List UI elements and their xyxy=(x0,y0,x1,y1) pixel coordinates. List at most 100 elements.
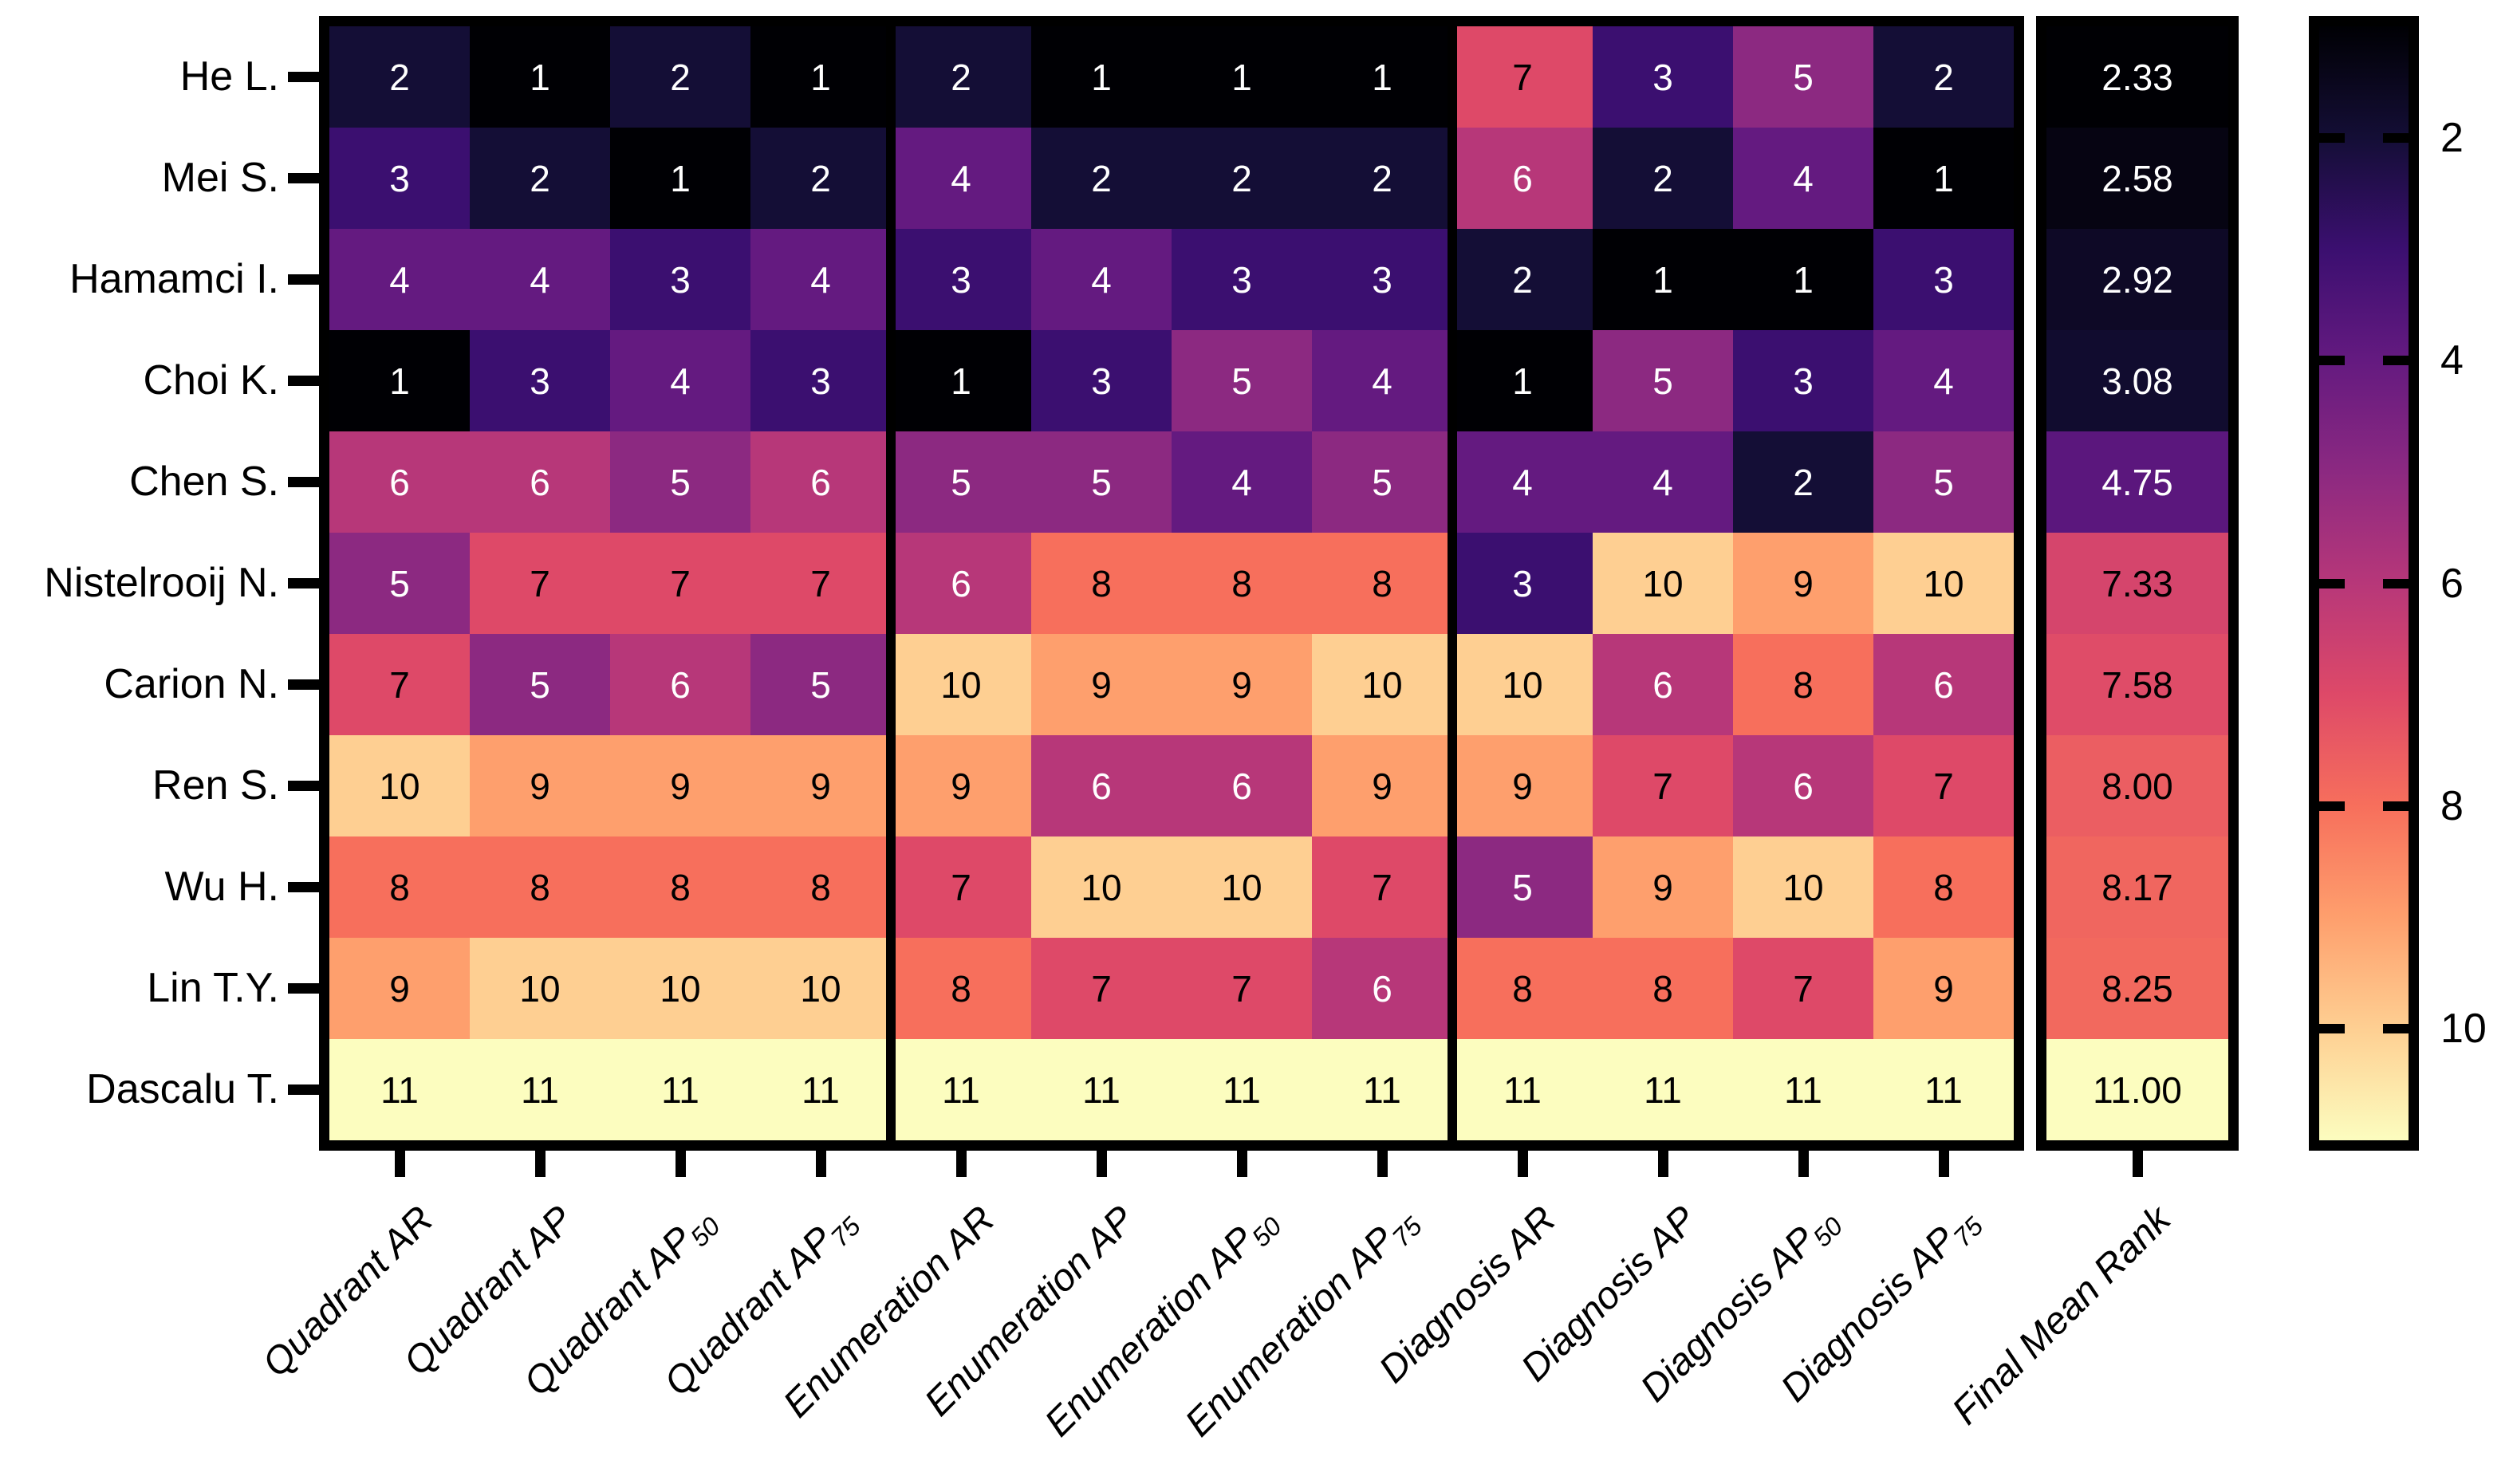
heatmap-cell: 2 xyxy=(1873,26,2014,128)
final-mean-rank-panel: 2.33 2.58 2.92 3.08 4.75 7.33 7.58 8.00 8.17 8.25… xyxy=(2036,16,2239,1151)
colorbar-tick-label: 2 xyxy=(2440,114,2464,161)
heatmap-cell: 8 xyxy=(1031,533,1172,634)
heatmap-cell: 5 xyxy=(1452,836,1593,938)
row-label: Wu H. xyxy=(164,864,279,910)
heatmap-cell: 5 xyxy=(891,431,1031,533)
heatmap-cell: 4 xyxy=(1172,431,1312,533)
x-axis-tick xyxy=(1798,1151,1809,1177)
heatmap-cell: 8 xyxy=(1593,938,1733,1039)
heatmap-cell: 2 xyxy=(1031,128,1172,229)
final-mean-rank-cell: 8.17 xyxy=(2046,836,2228,938)
heatmap-cell: 10 xyxy=(1452,634,1593,735)
heatmap-cell: 3 xyxy=(470,330,610,431)
heatmap-cell: 8 xyxy=(750,836,891,938)
row-label: Hamamci I. xyxy=(69,256,279,302)
heatmap-cell: 11 xyxy=(891,1039,1031,1140)
row-label: Dascalu T. xyxy=(86,1066,279,1112)
row-label: Lin T.Y. xyxy=(147,965,279,1011)
heatmap-cell: 7 xyxy=(1873,735,2014,836)
heatmap-cell: 10 xyxy=(1312,634,1452,735)
final-mean-rank-grid: 2.33 2.58 2.92 3.08 4.75 7.33 7.58 8.00 8.17 8.25… xyxy=(2046,26,2228,1140)
y-axis-tick xyxy=(288,274,319,285)
heatmap-cell: 8 xyxy=(1312,533,1452,634)
y-axis-tick xyxy=(288,172,319,183)
heatmap-cell: 6 xyxy=(1873,634,2014,735)
heatmap-cell: 1 xyxy=(1172,26,1312,128)
colorbar-tick xyxy=(2319,356,2345,366)
heatmap-cell: 7 xyxy=(329,634,470,735)
heatmap-cell: 2 xyxy=(329,26,470,128)
x-axis-tick xyxy=(2132,1151,2143,1177)
heatmap-cell: 5 xyxy=(1031,431,1172,533)
heatmap-cell: 6 xyxy=(1733,735,1873,836)
heatmap-cell: 10 xyxy=(1031,836,1172,938)
heatmap-cell: 10 xyxy=(1172,836,1312,938)
heatmap-cell: 1 xyxy=(329,330,470,431)
heatmap-cell: 8 xyxy=(1873,836,2014,938)
heatmap-cell: 1 xyxy=(1031,26,1172,128)
heatmap-cell: 11 xyxy=(750,1039,891,1140)
heatmap-cell: 6 xyxy=(891,533,1031,634)
heatmap-cell: 10 xyxy=(1733,836,1873,938)
colorbar-tick xyxy=(2383,801,2409,811)
heatmap-cell: 3 xyxy=(329,128,470,229)
heatmap-cell: 8 xyxy=(329,836,470,938)
final-mean-rank-cell: 2.58 xyxy=(2046,128,2228,229)
row-label: He L. xyxy=(179,53,279,100)
heatmap-cell: 3 xyxy=(610,229,750,330)
heatmap-cell: 2 xyxy=(1593,128,1733,229)
heatmap-cell: 9 xyxy=(1593,836,1733,938)
x-axis-tick xyxy=(1517,1151,1528,1177)
heatmap-cell: 2 xyxy=(470,128,610,229)
x-axis-tick xyxy=(534,1151,546,1177)
heatmap-cell: 6 xyxy=(470,431,610,533)
heatmap-cell: 9 xyxy=(1873,938,2014,1039)
heatmap-cell: 1 xyxy=(470,26,610,128)
heatmap-cell: 2 xyxy=(1452,229,1593,330)
heatmap-cell: 3 xyxy=(1031,330,1172,431)
y-axis-tick xyxy=(288,71,319,82)
heatmap-cell: 3 xyxy=(1873,229,2014,330)
heatmap-cell: 2 xyxy=(891,26,1031,128)
heatmap-cell: 4 xyxy=(1873,330,2014,431)
x-axis-tick xyxy=(955,1151,967,1177)
row-label: Nistelrooij N. xyxy=(44,560,279,606)
heatmap-cell: 6 xyxy=(1593,634,1733,735)
heatmap-cell: 5 xyxy=(750,634,891,735)
row-label: Mei S. xyxy=(161,155,279,201)
y-axis-tick xyxy=(288,881,319,892)
heatmap-cell: 1 xyxy=(1873,128,2014,229)
heatmap-cell: 9 xyxy=(1312,735,1452,836)
final-mean-rank-cell: 4.75 xyxy=(2046,431,2228,533)
colorbar-tick xyxy=(2319,132,2345,143)
heatmap-cell: 5 xyxy=(329,533,470,634)
colorbar-tick-label: 4 xyxy=(2440,337,2464,384)
heatmap-cell: 9 xyxy=(750,735,891,836)
x-axis-tick xyxy=(1657,1151,1668,1177)
colorbar-tick-label: 8 xyxy=(2440,782,2464,829)
y-axis-tick xyxy=(288,476,319,487)
heatmap-cell: 6 xyxy=(1452,128,1593,229)
heatmap-cell: 5 xyxy=(610,431,750,533)
heatmap-cell: 9 xyxy=(1031,634,1172,735)
heatmap-cell: 1 xyxy=(1733,229,1873,330)
x-axis-tick xyxy=(815,1151,826,1177)
heatmap-cell: 7 xyxy=(750,533,891,634)
heatmap-cell: 10 xyxy=(750,938,891,1039)
heatmap-cell: 1 xyxy=(1312,26,1452,128)
heatmap-cell: 6 xyxy=(610,634,750,735)
y-axis-tick xyxy=(288,1084,319,1095)
heatmap-cell: 9 xyxy=(610,735,750,836)
heatmap-cell: 11 xyxy=(1873,1039,2014,1140)
heatmap-cell: 1 xyxy=(610,128,750,229)
heatmap-cell: 7 xyxy=(1593,735,1733,836)
heatmap-cell: 8 xyxy=(891,938,1031,1039)
heatmap-cell: 4 xyxy=(1452,431,1593,533)
colorbar-tick xyxy=(2319,801,2345,811)
heatmap-cell: 6 xyxy=(329,431,470,533)
heatmap-cell: 5 xyxy=(1593,330,1733,431)
heatmap-cell: 11 xyxy=(1452,1039,1593,1140)
heatmap-cell: 5 xyxy=(1733,26,1873,128)
x-axis-tick xyxy=(1236,1151,1247,1177)
final-mean-rank-cell: 2.33 xyxy=(2046,26,2228,128)
